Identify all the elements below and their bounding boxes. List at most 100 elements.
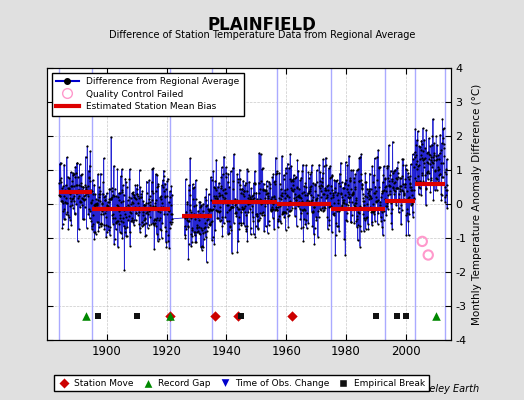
Point <box>132 210 140 216</box>
Point <box>66 194 74 201</box>
Point <box>442 166 451 172</box>
Point <box>253 213 261 219</box>
Point <box>136 225 144 231</box>
Point <box>422 169 431 176</box>
Point <box>439 174 447 180</box>
Point <box>110 163 118 169</box>
Point <box>81 192 89 198</box>
Point <box>200 212 209 218</box>
Point <box>386 168 395 174</box>
Point <box>305 175 313 182</box>
Point <box>167 210 175 217</box>
Point <box>157 196 165 203</box>
Point <box>125 176 134 183</box>
Point <box>370 211 379 217</box>
Point <box>111 205 119 211</box>
Point <box>166 313 174 319</box>
Point <box>224 170 233 177</box>
Point <box>400 190 408 196</box>
Point <box>304 169 313 176</box>
Point <box>154 215 162 221</box>
Point <box>331 189 339 195</box>
Point <box>239 188 248 194</box>
Point <box>395 204 403 211</box>
Point <box>402 166 411 173</box>
Point <box>228 186 237 192</box>
Point <box>298 207 306 214</box>
Point <box>343 210 351 216</box>
Point <box>189 211 198 218</box>
Point <box>266 198 274 204</box>
Point <box>346 177 354 183</box>
Point <box>126 195 135 201</box>
Point <box>118 234 127 241</box>
Point <box>92 201 101 208</box>
Point <box>378 190 386 196</box>
Point <box>301 180 310 186</box>
Point <box>185 202 194 208</box>
Point <box>75 193 83 200</box>
Point <box>291 190 299 197</box>
Point <box>310 204 318 210</box>
Point <box>359 198 367 204</box>
Point <box>249 192 258 198</box>
Point <box>257 212 266 218</box>
Point <box>374 197 382 203</box>
Point <box>182 215 191 221</box>
Point <box>302 198 310 205</box>
Point <box>252 211 260 217</box>
Point <box>369 172 378 178</box>
Point <box>436 171 444 177</box>
Point <box>337 190 345 197</box>
Point <box>376 202 384 208</box>
Point <box>361 193 369 199</box>
Point <box>247 224 255 231</box>
Point <box>62 200 70 206</box>
Point <box>306 171 314 178</box>
Point <box>330 199 339 206</box>
Point <box>242 212 250 219</box>
Point <box>79 184 88 190</box>
Point <box>146 193 154 199</box>
Point <box>324 187 332 193</box>
Point <box>423 150 432 156</box>
Point <box>428 142 436 148</box>
Point <box>364 226 373 232</box>
Point <box>198 227 206 233</box>
Point <box>258 166 266 172</box>
Point <box>362 226 370 232</box>
Point <box>398 207 406 213</box>
Point <box>337 194 346 200</box>
Point <box>409 156 418 162</box>
Point <box>359 202 368 208</box>
Point <box>196 211 204 217</box>
Point <box>89 220 97 227</box>
Point <box>103 202 111 208</box>
Point <box>133 191 141 197</box>
Point <box>257 201 265 207</box>
Point <box>300 192 309 198</box>
Point <box>247 185 255 192</box>
Point <box>260 212 268 218</box>
Point <box>316 169 324 175</box>
Point <box>83 189 91 196</box>
Point <box>428 159 436 165</box>
Point <box>197 202 205 208</box>
Point <box>138 204 146 211</box>
Point <box>350 202 358 208</box>
Point <box>233 249 242 255</box>
Point <box>389 170 397 176</box>
Point <box>206 205 214 212</box>
Point <box>293 203 302 210</box>
Point <box>433 176 442 182</box>
Point <box>341 179 349 186</box>
Point <box>335 170 344 177</box>
Point <box>312 196 320 203</box>
Point <box>331 206 339 212</box>
Point <box>302 162 310 168</box>
Point <box>285 164 293 171</box>
Point <box>325 217 333 224</box>
Point <box>404 170 412 176</box>
Point <box>332 231 340 238</box>
Point <box>205 220 213 227</box>
